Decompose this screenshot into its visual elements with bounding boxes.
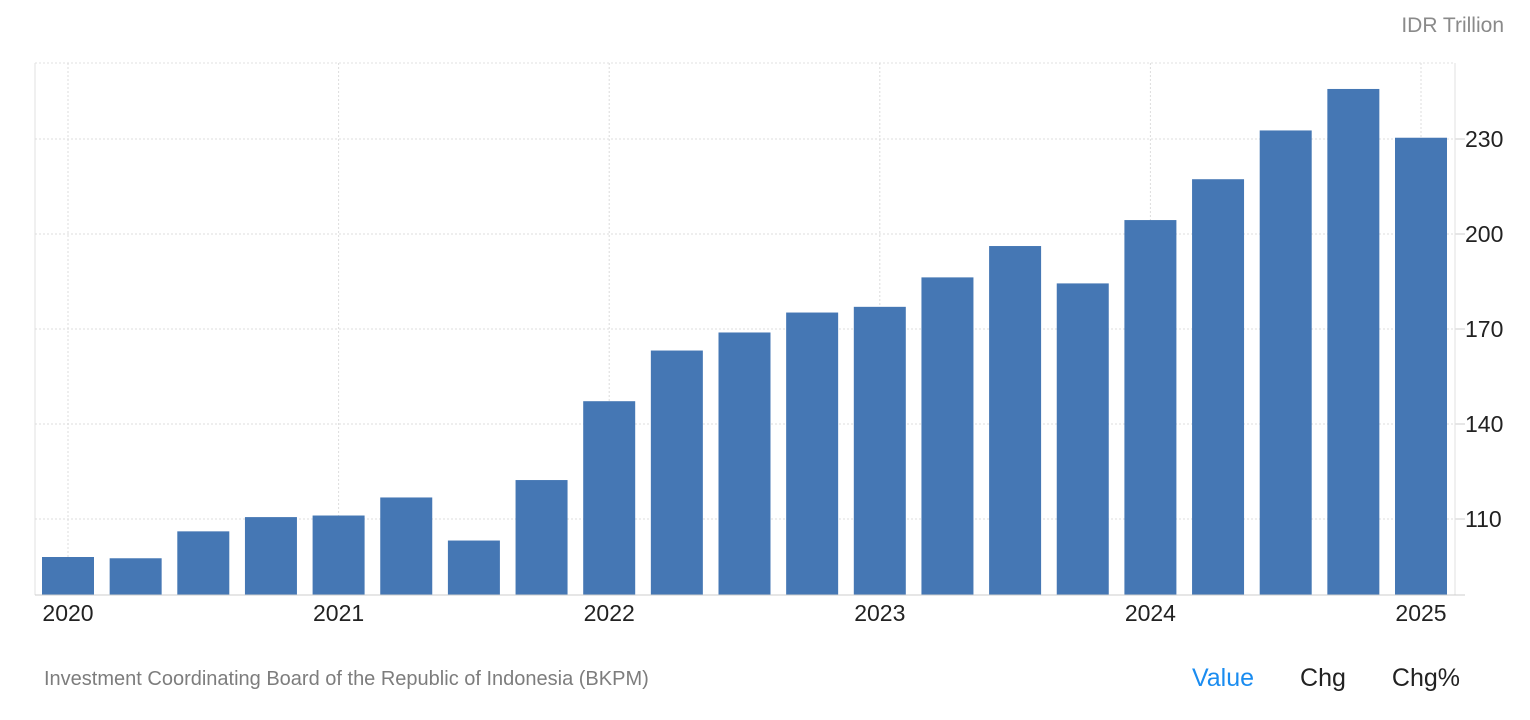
bar xyxy=(109,558,162,595)
bar xyxy=(1192,179,1245,595)
y-tick-label: 170 xyxy=(1465,316,1503,342)
bar xyxy=(177,531,230,595)
bar xyxy=(1259,130,1312,595)
bar xyxy=(1124,220,1177,596)
y-tick-label: 230 xyxy=(1465,126,1503,152)
bar xyxy=(853,306,906,595)
x-tick-label: 2025 xyxy=(1395,600,1446,626)
bar xyxy=(786,312,839,595)
bar xyxy=(718,332,771,595)
bar xyxy=(1327,88,1380,595)
bar xyxy=(921,277,974,595)
x-tick-label: 2022 xyxy=(584,600,635,626)
bar xyxy=(583,401,636,595)
bar xyxy=(650,350,703,595)
bar xyxy=(989,246,1042,596)
bar xyxy=(1056,283,1109,595)
view-tabs: Value Chg Chg% xyxy=(1192,664,1460,693)
unit-label: IDR Trillion xyxy=(1401,14,1504,37)
bar xyxy=(447,540,500,595)
tab-chg[interactable]: Chg xyxy=(1300,664,1346,692)
bar xyxy=(42,557,94,595)
bar xyxy=(515,480,568,595)
bar xyxy=(312,515,365,595)
y-tick-label: 110 xyxy=(1465,506,1502,532)
bar xyxy=(1395,137,1447,595)
x-tick-label: 2021 xyxy=(313,600,364,626)
x-tick-label: 2023 xyxy=(854,600,905,626)
source-text: Investment Coordinating Board of the Rep… xyxy=(44,668,649,690)
x-tick-label: 2020 xyxy=(42,600,93,626)
tab-chg-percent[interactable]: Chg% xyxy=(1391,664,1460,692)
y-tick-label: 140 xyxy=(1465,411,1503,437)
bar xyxy=(380,497,433,595)
bar xyxy=(244,517,297,595)
bar-chart: 110 140 170 200 230 2020 2021 2022 2023 2024 2025 xyxy=(34,62,1503,626)
y-tick-label: 200 xyxy=(1465,221,1503,247)
tab-value[interactable]: Value xyxy=(1191,664,1255,692)
x-tick-label: 2024 xyxy=(1125,600,1176,626)
